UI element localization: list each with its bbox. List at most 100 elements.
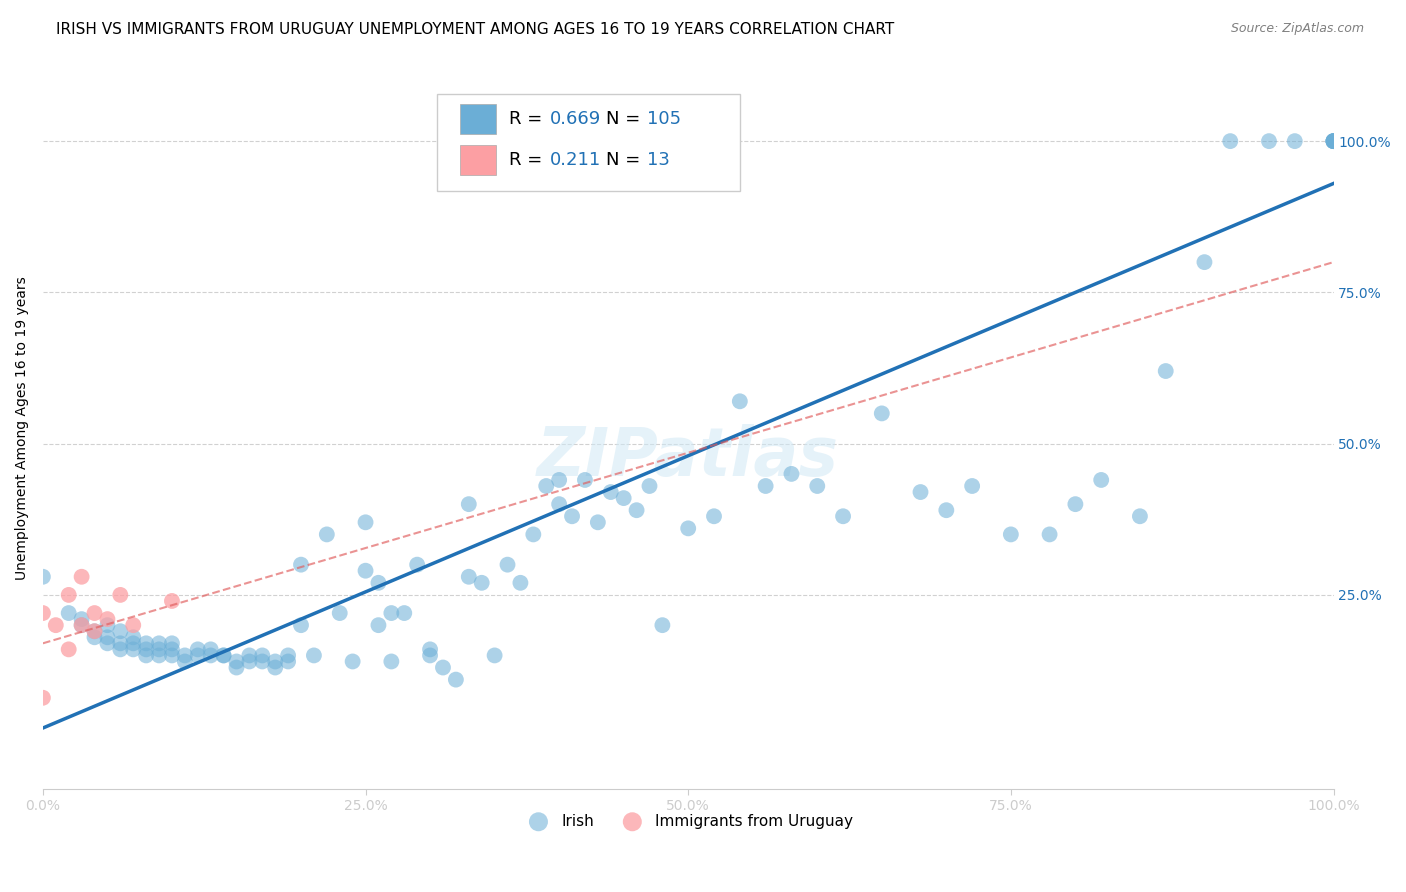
Text: Source: ZipAtlas.com: Source: ZipAtlas.com (1230, 22, 1364, 36)
Irish (380, 655, 402, 669)
Irish (135, 648, 157, 663)
Immigrants from Uruguay (83, 624, 105, 639)
Irish (212, 648, 235, 663)
Irish (122, 642, 145, 657)
Irish (780, 467, 803, 481)
Irish (574, 473, 596, 487)
Irish (496, 558, 519, 572)
Irish (187, 642, 209, 657)
Irish (122, 630, 145, 644)
Irish (354, 564, 377, 578)
Irish (187, 648, 209, 663)
Irish (599, 485, 621, 500)
Irish (444, 673, 467, 687)
Irish (238, 648, 260, 663)
Irish (148, 642, 170, 657)
Irish (160, 642, 183, 657)
Irish (200, 642, 222, 657)
Text: ZIPatlas: ZIPatlas (537, 425, 839, 491)
Irish (522, 527, 544, 541)
Immigrants from Uruguay (110, 588, 132, 602)
Irish (83, 624, 105, 639)
Irish (509, 575, 531, 590)
Irish (406, 558, 429, 572)
Irish (1322, 134, 1344, 148)
Irish (457, 570, 479, 584)
Immigrants from Uruguay (32, 606, 55, 620)
Irish (225, 655, 247, 669)
Irish (1000, 527, 1022, 541)
Irish (110, 636, 132, 650)
Irish (1129, 509, 1152, 524)
Irish (1322, 134, 1344, 148)
Immigrants from Uruguay (32, 690, 55, 705)
Irish (1322, 134, 1344, 148)
Immigrants from Uruguay (70, 570, 93, 584)
Immigrants from Uruguay (83, 606, 105, 620)
Immigrants from Uruguay (96, 612, 118, 626)
Irish (277, 655, 299, 669)
Irish (96, 618, 118, 632)
Irish (148, 648, 170, 663)
Irish (329, 606, 352, 620)
Text: R =: R = (509, 151, 548, 169)
Immigrants from Uruguay (58, 642, 80, 657)
Irish (83, 630, 105, 644)
Irish (148, 636, 170, 650)
Irish (703, 509, 725, 524)
Immigrants from Uruguay (122, 618, 145, 632)
Irish (135, 642, 157, 657)
Irish (484, 648, 506, 663)
Irish (342, 655, 364, 669)
Irish (135, 636, 157, 650)
Irish (1064, 497, 1087, 511)
Y-axis label: Unemployment Among Ages 16 to 19 years: Unemployment Among Ages 16 to 19 years (15, 277, 30, 581)
Irish (70, 618, 93, 632)
Text: IRISH VS IMMIGRANTS FROM URUGUAY UNEMPLOYMENT AMONG AGES 16 TO 19 YEARS CORRELAT: IRISH VS IMMIGRANTS FROM URUGUAY UNEMPLO… (56, 22, 894, 37)
FancyBboxPatch shape (460, 103, 496, 134)
Irish (1090, 473, 1112, 487)
Irish (1322, 134, 1344, 148)
Irish (471, 575, 494, 590)
Irish (173, 655, 195, 669)
Irish (394, 606, 416, 620)
Irish (252, 648, 274, 663)
FancyBboxPatch shape (460, 145, 496, 175)
Irish (212, 648, 235, 663)
Irish (1258, 134, 1281, 148)
Irish (613, 491, 636, 505)
Text: N =: N = (606, 151, 645, 169)
Text: 0.669: 0.669 (550, 110, 602, 128)
Irish (96, 630, 118, 644)
Immigrants from Uruguay (58, 588, 80, 602)
Irish (1154, 364, 1177, 378)
Irish (110, 642, 132, 657)
Irish (1038, 527, 1060, 541)
Irish (58, 606, 80, 620)
FancyBboxPatch shape (436, 94, 740, 191)
Text: 13: 13 (647, 151, 669, 169)
Immigrants from Uruguay (45, 618, 67, 632)
Irish (870, 406, 893, 420)
Immigrants from Uruguay (160, 594, 183, 608)
Irish (238, 655, 260, 669)
Irish (264, 655, 287, 669)
Text: 0.211: 0.211 (550, 151, 602, 169)
Irish (367, 575, 389, 590)
Immigrants from Uruguay (70, 618, 93, 632)
Irish (960, 479, 983, 493)
Irish (910, 485, 932, 500)
Irish (586, 516, 609, 530)
Irish (110, 624, 132, 639)
Irish (225, 660, 247, 674)
Legend: Irish, Immigrants from Uruguay: Irish, Immigrants from Uruguay (517, 807, 859, 835)
Irish (32, 570, 55, 584)
Irish (419, 642, 441, 657)
Irish (548, 497, 571, 511)
Irish (302, 648, 325, 663)
Irish (264, 660, 287, 674)
Text: N =: N = (606, 110, 645, 128)
Irish (832, 509, 855, 524)
Irish (935, 503, 957, 517)
Irish (160, 636, 183, 650)
